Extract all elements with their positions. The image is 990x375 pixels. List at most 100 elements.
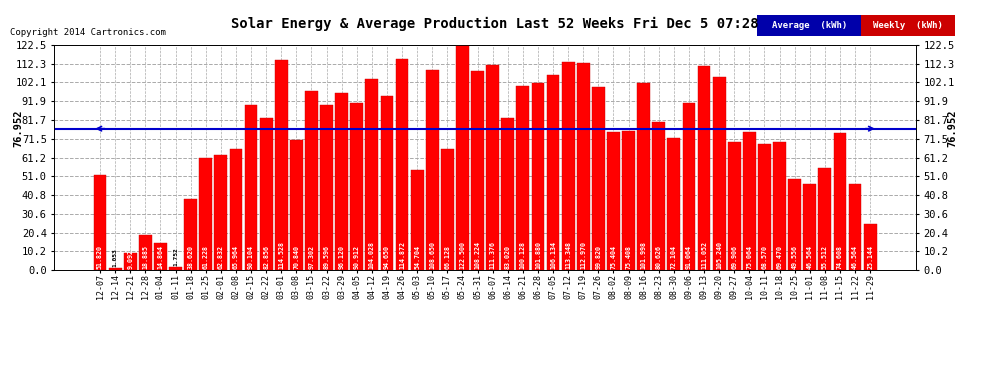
Bar — [638, 82, 650, 270]
Text: 91.064: 91.064 — [686, 246, 692, 270]
Text: 90.104: 90.104 — [248, 246, 254, 270]
Text: 101.880: 101.880 — [535, 242, 541, 270]
Text: 9.092: 9.092 — [128, 249, 134, 270]
Text: 68.570: 68.570 — [761, 246, 767, 270]
Bar — [169, 267, 182, 270]
Bar — [426, 70, 439, 270]
Text: 51.820: 51.820 — [97, 246, 103, 270]
Text: 99.820: 99.820 — [595, 246, 601, 270]
Text: 97.302: 97.302 — [309, 246, 315, 270]
Text: 76.952: 76.952 — [13, 110, 24, 147]
Text: 83.020: 83.020 — [505, 246, 511, 270]
Bar — [773, 142, 786, 270]
Bar — [561, 62, 574, 270]
Text: 69.470: 69.470 — [776, 246, 782, 270]
Text: 111.376: 111.376 — [490, 242, 496, 270]
Text: 105.240: 105.240 — [716, 242, 722, 270]
Bar — [486, 65, 499, 270]
Bar — [184, 199, 197, 270]
Bar — [501, 117, 514, 270]
Text: 75.408: 75.408 — [626, 246, 632, 270]
Text: 25.144: 25.144 — [867, 246, 873, 270]
Text: 82.856: 82.856 — [263, 246, 269, 270]
Bar — [471, 71, 484, 270]
Bar — [652, 122, 665, 270]
Text: 106.134: 106.134 — [550, 242, 556, 270]
Bar — [622, 132, 635, 270]
Bar — [441, 148, 453, 270]
Text: 114.872: 114.872 — [399, 242, 405, 270]
Text: 75.064: 75.064 — [746, 246, 752, 270]
Bar — [215, 154, 228, 270]
Text: 76.952: 76.952 — [946, 110, 957, 147]
Bar — [546, 75, 559, 270]
Text: Copyright 2014 Cartronics.com: Copyright 2014 Cartronics.com — [10, 28, 165, 37]
Text: Weekly  (kWh): Weekly (kWh) — [873, 21, 943, 30]
Bar — [819, 168, 832, 270]
Text: Average  (kWh): Average (kWh) — [771, 21, 847, 30]
Bar — [380, 96, 393, 270]
Text: 80.626: 80.626 — [655, 246, 661, 270]
Bar — [682, 103, 695, 270]
Bar — [350, 103, 363, 270]
Text: 46.564: 46.564 — [807, 246, 813, 270]
Text: 74.608: 74.608 — [837, 246, 842, 270]
Text: 70.840: 70.840 — [293, 246, 299, 270]
Text: 113.348: 113.348 — [565, 242, 571, 270]
Text: 114.528: 114.528 — [278, 242, 284, 270]
Text: 62.832: 62.832 — [218, 246, 224, 270]
Bar — [698, 66, 711, 270]
Bar — [456, 45, 469, 270]
Bar — [259, 118, 272, 270]
Text: 54.704: 54.704 — [414, 246, 420, 270]
Bar — [365, 79, 378, 270]
Text: 122.500: 122.500 — [459, 242, 465, 270]
Bar — [305, 91, 318, 270]
Text: 108.650: 108.650 — [430, 242, 436, 270]
Text: 65.964: 65.964 — [233, 246, 239, 270]
Bar — [728, 142, 741, 270]
Text: 18.885: 18.885 — [143, 246, 148, 270]
Text: 101.998: 101.998 — [641, 242, 646, 270]
Bar — [94, 175, 107, 270]
Text: 72.104: 72.104 — [671, 246, 677, 270]
Bar — [154, 243, 167, 270]
Bar — [411, 170, 424, 270]
Text: 46.564: 46.564 — [852, 246, 858, 270]
Bar — [607, 132, 620, 270]
Bar — [532, 83, 544, 270]
Bar — [713, 77, 726, 270]
Text: 55.512: 55.512 — [822, 246, 828, 270]
Bar — [230, 149, 243, 270]
Bar — [848, 184, 861, 270]
Bar — [275, 60, 288, 270]
Text: 104.028: 104.028 — [369, 242, 375, 270]
Text: 111.052: 111.052 — [701, 242, 707, 270]
Bar — [667, 138, 680, 270]
Bar — [863, 224, 876, 270]
Text: 75.404: 75.404 — [611, 246, 617, 270]
Text: 100.128: 100.128 — [520, 242, 526, 270]
Text: 112.970: 112.970 — [580, 242, 586, 270]
Bar — [577, 63, 590, 270]
Text: 96.120: 96.120 — [339, 246, 345, 270]
Text: 61.228: 61.228 — [203, 246, 209, 270]
Bar — [517, 86, 530, 270]
Bar — [336, 93, 348, 270]
Text: 1.053: 1.053 — [113, 248, 118, 267]
Text: 1.752: 1.752 — [173, 247, 178, 266]
Bar — [803, 184, 816, 270]
Bar — [396, 59, 409, 270]
Text: 89.596: 89.596 — [324, 246, 330, 270]
Text: 108.224: 108.224 — [474, 242, 480, 270]
Bar — [199, 158, 212, 270]
Bar — [124, 253, 137, 270]
Text: 66.128: 66.128 — [445, 246, 450, 270]
Bar — [592, 87, 605, 270]
Text: 38.620: 38.620 — [188, 246, 194, 270]
Bar — [245, 105, 257, 270]
Bar — [320, 105, 333, 270]
Bar — [788, 179, 801, 270]
Bar — [290, 140, 303, 270]
Bar — [139, 236, 151, 270]
